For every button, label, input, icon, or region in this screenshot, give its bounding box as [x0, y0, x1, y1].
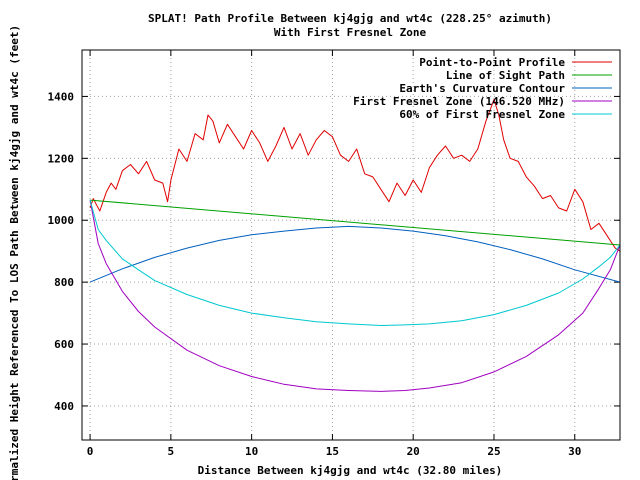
- x-axis-label: Distance Between kj4gjg and wt4c (32.80 …: [198, 464, 503, 477]
- x-tick-label: 30: [568, 445, 581, 458]
- y-tick-label: 1200: [48, 152, 75, 165]
- x-tick-label: 25: [487, 445, 500, 458]
- series-line-earth-s-curvature-contour: [89, 225, 621, 283]
- series-lines: [89, 99, 621, 392]
- plot-frame: [81, 49, 621, 441]
- x-tick-label: 5: [168, 445, 175, 458]
- grid-lines: [82, 50, 620, 440]
- series-line-point-to-point-profile: [89, 99, 621, 252]
- legend-label: Line of Sight Path: [446, 69, 565, 82]
- x-tick-label: 10: [245, 445, 258, 458]
- chart-title: SPLAT! Path Profile Between kj4gjg and w…: [148, 12, 552, 25]
- y-tick-label: 1400: [48, 90, 75, 103]
- legend-label: First Fresnel Zone (146.520 MHz): [353, 95, 565, 108]
- x-tick-label: 15: [326, 445, 339, 458]
- y-axis-ticks: 400 600 800 1000 1200 1400: [48, 90, 620, 413]
- series-line-line-of-sight-path: [90, 199, 621, 246]
- legend-label: Earth's Curvature Contour: [399, 82, 565, 95]
- y-axis-label: Normalized Height Referenced To LOS Path…: [8, 25, 21, 480]
- x-tick-label: 20: [407, 445, 420, 458]
- legend-label: 60% of First Fresnel Zone: [399, 108, 565, 121]
- y-tick-label: 600: [54, 338, 74, 351]
- series-line-60-of-first-fresnel-zone: [89, 199, 621, 326]
- series-line-first-fresnel-zone-146-520-mhz: [89, 200, 621, 392]
- y-tick-label: 800: [54, 276, 74, 289]
- y-tick-label: 1000: [48, 214, 75, 227]
- legend-label: Point-to-Point Profile: [419, 56, 565, 69]
- chart-subtitle: With First Fresnel Zone: [274, 26, 427, 39]
- x-tick-label: 0: [87, 445, 94, 458]
- x-axis-ticks: 0 5 10 15 20 25 30: [87, 50, 581, 458]
- y-tick-label: 400: [54, 400, 74, 413]
